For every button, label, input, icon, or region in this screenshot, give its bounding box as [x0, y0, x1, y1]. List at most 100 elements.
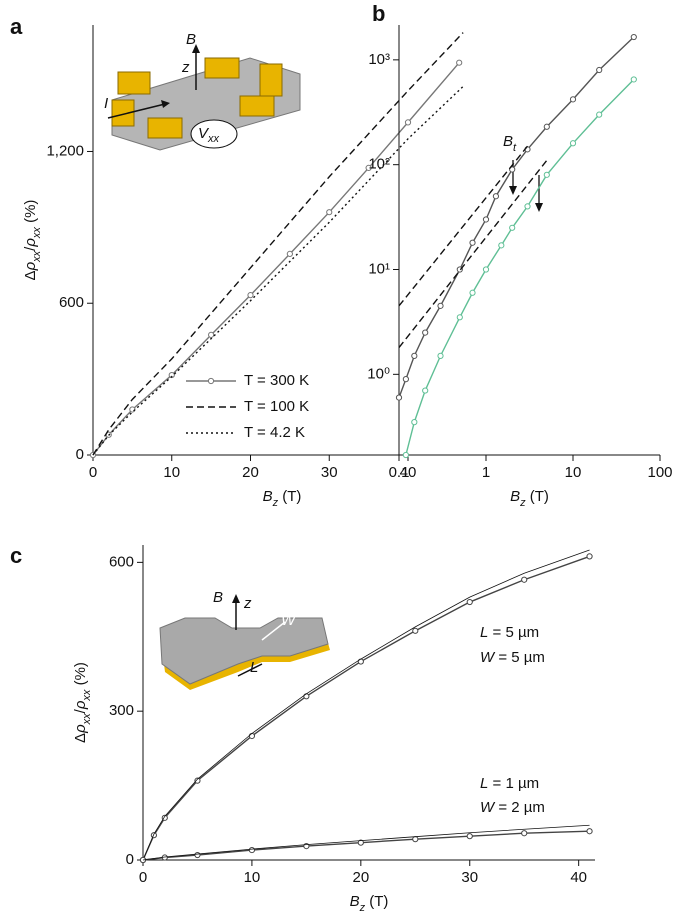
label-part: ρ — [22, 261, 39, 271]
label-part: xx — [31, 227, 43, 240]
data-point — [365, 164, 372, 172]
panel-label: a — [10, 14, 23, 39]
series-line — [92, 85, 464, 456]
data-point — [303, 693, 310, 700]
legend-label: T = 100 K — [244, 398, 309, 415]
series-line — [405, 78, 635, 456]
x-tick-label: 0.1 — [389, 464, 410, 481]
y-tick-label: 0 — [126, 851, 134, 868]
inset-label: W — [281, 612, 297, 629]
x-axis-label: Bz (T) — [350, 893, 389, 914]
data-point — [404, 119, 412, 126]
data-point — [521, 576, 528, 583]
data-point — [456, 314, 463, 321]
data-point — [422, 329, 429, 336]
inset-label: B — [186, 31, 196, 48]
x-tick-label: 0 — [139, 869, 147, 886]
label-part: ρ — [22, 238, 39, 248]
data-point — [194, 777, 201, 784]
x-tick-label: 30 — [321, 464, 338, 481]
label-part: xx — [207, 133, 220, 145]
data-point — [469, 239, 476, 246]
y-tick-label: 10¹ — [368, 260, 390, 277]
label-part: = 1 µm — [488, 775, 539, 792]
legend-label: T = 300 K — [244, 372, 309, 389]
data-point — [357, 839, 364, 846]
data-point — [437, 302, 444, 309]
inset-label: z — [243, 595, 252, 612]
data-point — [630, 33, 637, 41]
label-part: B — [213, 589, 223, 606]
data-point — [596, 66, 603, 74]
label-part: L — [480, 624, 488, 641]
label-part: ρ — [72, 724, 89, 734]
annotation: Bt — [503, 133, 517, 154]
data-point — [422, 387, 429, 394]
arrowhead — [161, 100, 170, 108]
label-part: = 5 µm — [488, 624, 539, 641]
label-part: L — [250, 659, 258, 676]
label-part: = 5 µm — [494, 649, 545, 666]
data-point — [569, 96, 577, 103]
x-tick-label: 30 — [461, 869, 478, 886]
inset-label: L — [250, 659, 258, 676]
panel-label: b — [372, 1, 385, 26]
label-part: B — [350, 893, 360, 910]
inset-label: I — [104, 95, 108, 112]
label-part: (%) — [72, 662, 89, 690]
label-part: / — [72, 708, 89, 713]
arrowhead — [192, 44, 200, 53]
label-part: ρ — [72, 700, 89, 710]
inset-c: B z W L — [159, 589, 330, 690]
data-point — [482, 216, 490, 223]
l-arrow — [237, 663, 263, 677]
data-point — [168, 371, 175, 379]
i-arrow — [107, 103, 166, 119]
pad — [204, 57, 240, 79]
data-point — [437, 352, 444, 359]
pad — [117, 71, 151, 95]
label-part: z — [243, 595, 252, 612]
data-point — [521, 830, 528, 837]
arrowhead — [509, 186, 517, 195]
data-point — [411, 419, 418, 426]
y-tick-label: 10³ — [368, 51, 390, 68]
label-part: t — [513, 142, 517, 154]
data-point — [412, 836, 419, 843]
y-tick-label: 300 — [109, 702, 134, 719]
data-point — [456, 59, 463, 66]
legend-marker — [207, 377, 215, 385]
data-point — [248, 846, 256, 854]
series-line — [92, 32, 464, 456]
label-part: B — [186, 31, 196, 48]
data-point — [543, 123, 550, 130]
series-line — [398, 145, 529, 307]
x-tick-label: 20 — [352, 869, 369, 886]
y-tick-label: 600 — [109, 553, 134, 570]
series-line — [398, 159, 548, 349]
series-line — [142, 549, 590, 861]
data-point — [247, 292, 254, 299]
data-point — [509, 224, 516, 231]
inset-label: B — [213, 589, 223, 606]
inset-label: z — [181, 59, 190, 76]
label-part: (T) — [526, 488, 549, 505]
arrowhead — [232, 594, 240, 603]
label-part: (T) — [278, 488, 301, 505]
label-part: Δ — [72, 733, 89, 743]
x-tick-label: 0 — [89, 464, 97, 481]
data-point — [248, 732, 256, 740]
y-tick-label: 10⁰ — [367, 365, 390, 382]
y-tick-label: 0 — [76, 446, 84, 463]
pad — [111, 99, 135, 127]
data-point — [402, 451, 409, 459]
label-part: xx — [81, 713, 93, 726]
annotation: L = 1 µm — [480, 775, 539, 792]
data-point — [326, 209, 333, 216]
data-point — [412, 627, 419, 634]
data-point — [208, 331, 215, 338]
pad — [239, 95, 275, 117]
data-point — [586, 553, 593, 560]
y-axis-label: Δρxx/ρxx (%) — [72, 662, 93, 743]
